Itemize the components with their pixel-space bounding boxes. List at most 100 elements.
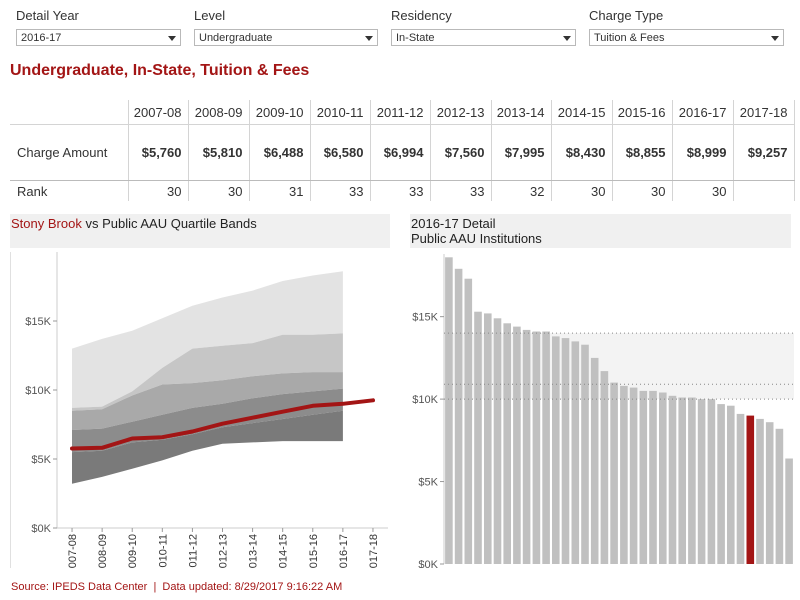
charge-amount-row: Charge Amount $5,760 $5,810 $6,488 $6,58…	[10, 124, 795, 181]
quartile-band-90th-75th	[72, 333, 343, 411]
rank-row: Rank 30 30 31 33 33 33 32 30 30 30	[10, 180, 795, 201]
institution-bar	[707, 399, 716, 564]
dropdown-value: Undergraduate	[199, 32, 273, 44]
chevron-down-icon	[771, 36, 779, 41]
panel-title-rest: Public AAU Quartile Bands	[102, 216, 257, 231]
y-tick-label: $5K	[31, 454, 51, 466]
year-header: 2014-15	[551, 100, 613, 125]
institution-bar	[513, 326, 521, 564]
x-tick-label: 2009-10	[127, 534, 139, 568]
charge-cell: $8,855	[612, 124, 673, 181]
dropdown-value: Tuition & Fees	[594, 32, 665, 44]
charge-cell: $5,810	[188, 124, 250, 181]
filter-residency: Residency In-State	[391, 8, 576, 46]
year-header: 2007-08	[128, 100, 189, 125]
y-tick-label: $5K	[418, 477, 438, 489]
institution-bar	[445, 257, 453, 564]
panel-divider	[10, 252, 11, 568]
institution-bar	[620, 385, 628, 564]
filter-charge-type: Charge Type Tuition & Fees	[589, 8, 784, 46]
x-tick-label: 2015-16	[308, 534, 320, 568]
dropdown-value: In-State	[396, 32, 435, 44]
x-tick-label: 2013-14	[248, 534, 260, 568]
institution-bar	[532, 331, 541, 564]
charge-cell: $6,488	[249, 124, 311, 181]
institution-bar-chart: $0K $5K $10K $15K	[412, 254, 794, 568]
institution-bar	[727, 405, 735, 564]
dropdown-value: 2016-17	[21, 32, 62, 44]
charge-cell: $6,580	[310, 124, 371, 181]
panel-title-vs: vs	[81, 216, 103, 231]
x-tick-label: 2016-17	[338, 534, 350, 568]
institution-bar	[484, 313, 492, 564]
y-tick-label: $15K	[412, 312, 438, 324]
charge-type-dropdown[interactable]: Tuition & Fees	[589, 29, 784, 46]
institution-bar	[649, 390, 657, 564]
institution-bar	[678, 397, 686, 564]
chevron-down-icon	[563, 36, 571, 41]
row-label: Rank	[10, 180, 129, 201]
institution-bar	[600, 371, 609, 564]
left-panel-header: Stony Brook vs Public AAU Quartile Bands	[10, 214, 390, 248]
residency-dropdown[interactable]: In-State	[391, 29, 576, 46]
level-dropdown[interactable]: Undergraduate	[194, 29, 378, 46]
x-tick-label: 2010-11	[157, 534, 169, 568]
panel-title-line1: 2016-17 Detail	[411, 216, 496, 231]
rank-cell: 33	[370, 180, 431, 201]
year-header: 2012-13	[430, 100, 492, 125]
filter-label: Charge Type	[589, 8, 664, 23]
year-header: 2015-16	[612, 100, 673, 125]
y-tick-label: $10K	[25, 385, 51, 397]
year-header: 2017-18	[733, 100, 795, 125]
stony-brook-line	[70, 398, 375, 451]
charge-cell: $8,430	[551, 124, 613, 181]
institution-bar	[552, 336, 560, 564]
institution-bar	[610, 382, 618, 564]
year-header: 2013-14	[491, 100, 552, 125]
quartile-band-75th-50th	[72, 372, 343, 430]
panel-title-school: Stony Brook	[11, 216, 82, 231]
institution-bar	[736, 413, 745, 564]
quartile-band-chart: $0K $5K $10K $15K 2007-08 2008-09 2009-10 2010-…	[25, 252, 388, 568]
rank-cell: 33	[430, 180, 492, 201]
y-tick-label: $0K	[31, 523, 51, 535]
institution-bar	[503, 323, 511, 564]
bar-stony-brook	[746, 415, 755, 564]
detail-year-dropdown[interactable]: 2016-17	[16, 29, 181, 46]
y-tick-label: $0K	[418, 559, 438, 568]
row-label: Charge Amount	[10, 124, 129, 181]
institution-bar	[581, 344, 589, 564]
institution-bar	[561, 338, 570, 564]
x-tick-label: 2012-13	[218, 534, 230, 568]
filter-detail-year: Detail Year 2016-17	[16, 8, 181, 46]
filter-label: Detail Year	[16, 8, 79, 23]
panel-title-line2: Public AAU Institutions	[411, 231, 542, 246]
x-tick-label: 2007-08	[67, 534, 79, 568]
year-header: 2008-09	[188, 100, 250, 125]
rank-cell: 31	[249, 180, 311, 201]
institution-bar	[775, 428, 784, 564]
rank-cell: 30	[128, 180, 189, 201]
filter-level: Level Undergraduate	[194, 8, 378, 46]
charge-cell: $8,999	[672, 124, 734, 181]
x-tick-label: 2017-18	[368, 534, 380, 568]
year-header: 2011-12	[370, 100, 431, 125]
rank-cell: 30	[551, 180, 613, 201]
x-tick-label: 2008-09	[97, 534, 109, 568]
institution-bar	[765, 422, 774, 564]
rank-cell: 30	[612, 180, 673, 201]
institution-bar	[571, 341, 580, 564]
x-tick-label: 2011-12	[187, 534, 199, 568]
institution-bar	[493, 318, 502, 564]
charges-table: 2007-08 2008-09 2009-10 2010-11 2011-12 …	[10, 100, 795, 201]
footer-source: Source: IPEDS Data Center | Data updated…	[11, 581, 343, 593]
page-title: Undergraduate, In-State, Tuition & Fees	[10, 62, 310, 79]
institution-bar	[629, 387, 638, 564]
filter-label: Residency	[391, 8, 452, 23]
charge-cell: $5,760	[128, 124, 189, 181]
institution-bar	[756, 418, 764, 564]
year-header: 2010-11	[310, 100, 371, 125]
quartile-band-max-90th	[72, 271, 343, 408]
charge-cell: $7,560	[430, 124, 492, 181]
filter-label: Level	[194, 8, 226, 23]
